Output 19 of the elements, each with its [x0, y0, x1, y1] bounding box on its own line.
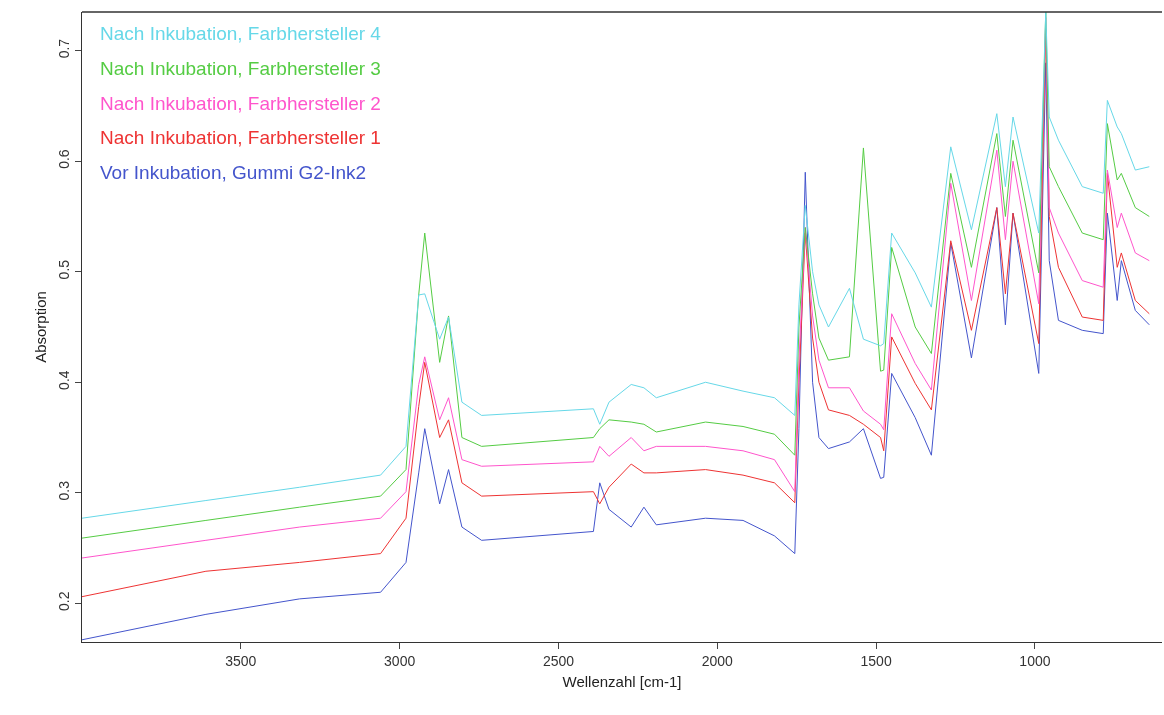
text: Nach Inkubation, Farbhersteller 1: [100, 127, 381, 148]
text: Nach Inkubation, Farbhersteller 3: [100, 58, 381, 79]
y-tick-label: 0.7: [56, 38, 73, 59]
x-tick-label: 3500: [225, 652, 257, 669]
x-tick-label: 3000: [384, 652, 416, 669]
y-tick-label: 0.5: [56, 259, 73, 280]
x-tick-label: 1000: [1019, 652, 1051, 669]
x-tick-label: 2500: [542, 652, 575, 669]
text: Nach Inkubation, Farbhersteller 4: [100, 23, 382, 44]
x-tick-label: 2000: [701, 652, 734, 669]
x-tick-label: 1500: [860, 652, 892, 669]
x-axis-title: Wellenzahl [cm-1]: [562, 672, 682, 690]
text: Vor Inkubation, Gummi G2-Ink2: [100, 162, 367, 183]
y-tick-label: 0.4: [56, 370, 73, 390]
y-tick-label: 0.2: [56, 591, 73, 611]
y-axis-title: Absorption: [31, 291, 49, 363]
y-tick-label: 0.6: [56, 149, 73, 169]
y-tick-label: 0.3: [56, 480, 73, 501]
text: Nach Inkubation, Farbhersteller 2: [100, 93, 381, 114]
